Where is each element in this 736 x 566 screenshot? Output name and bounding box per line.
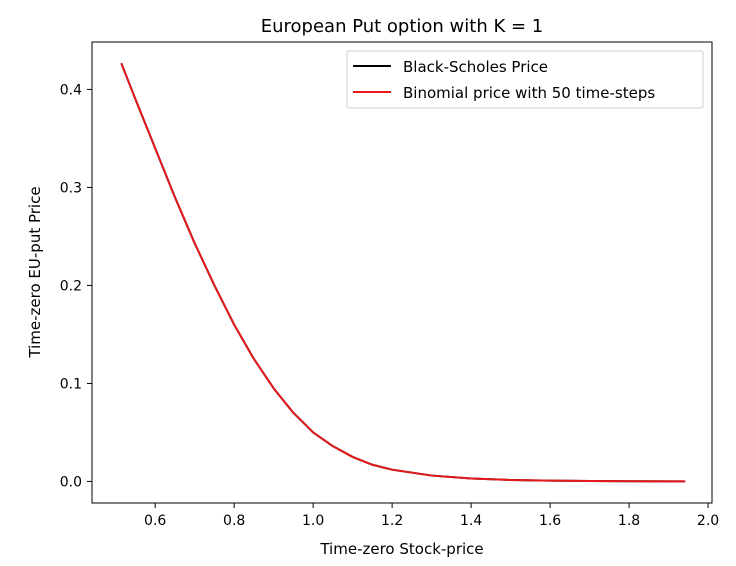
y-tick-label: 0.4 (60, 82, 82, 98)
series-line-0 (120, 62, 686, 483)
x-tick-label: 0.6 (144, 513, 166, 529)
y-tick-label: 0.3 (60, 180, 82, 196)
x-tick-label: 0.8 (223, 513, 245, 529)
x-tick-label: 1.4 (460, 513, 482, 529)
y-tick-label: 0.0 (60, 474, 82, 490)
legend-label-binomial: Binomial price with 50 time-steps (403, 84, 655, 102)
x-tick-label: 1.0 (302, 513, 324, 529)
y-axis: 0.0 0.1 0.2 0.3 0.4 (60, 82, 92, 490)
legend: Black-Scholes Price Binomial price with … (346, 50, 704, 109)
chart-title: European Put option with K = 1 (261, 16, 544, 37)
legend-label-black-scholes: Black-Scholes Price (403, 58, 548, 76)
x-axis: 0.6 0.8 1.0 1.2 1.4 1.6 1.8 2.0 (144, 503, 719, 529)
y-tick-label: 0.2 (60, 278, 82, 294)
x-tick-label: 2.0 (697, 513, 719, 529)
series-line-1 (120, 62, 686, 483)
x-tick-label: 1.2 (381, 513, 403, 529)
x-tick-label: 1.6 (539, 513, 561, 529)
x-tick-label: 1.8 (618, 513, 640, 529)
x-axis-label: Time-zero Stock-price (319, 540, 483, 558)
y-axis-label: Time-zero EU-put Price (26, 186, 44, 358)
plot-area: 0.6 0.8 1.0 1.2 1.4 1.6 1.8 2.0 0.0 0.1 0.2 0.3 0.4 (60, 41, 719, 529)
legend-frame (346, 50, 704, 109)
y-tick-label: 0.1 (60, 376, 82, 392)
plot-frame (91, 41, 713, 504)
series-layer (120, 62, 686, 483)
